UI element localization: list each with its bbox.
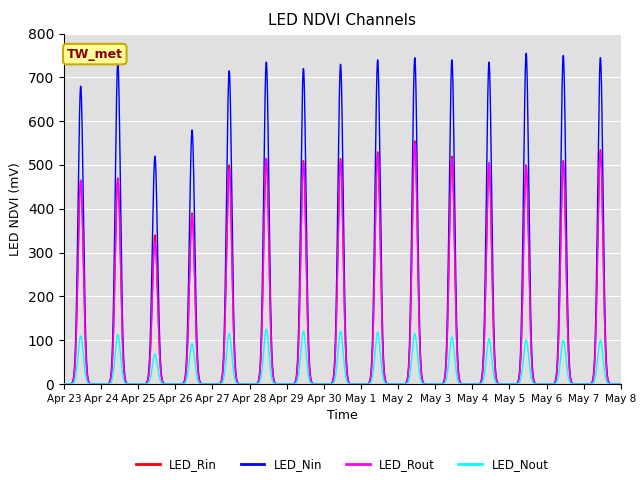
X-axis label: Time: Time	[327, 409, 358, 422]
Y-axis label: LED NDVI (mV): LED NDVI (mV)	[10, 162, 22, 256]
Legend: LED_Rin, LED_Nin, LED_Rout, LED_Nout: LED_Rin, LED_Nin, LED_Rout, LED_Nout	[132, 454, 553, 476]
Title: LED NDVI Channels: LED NDVI Channels	[268, 13, 417, 28]
Text: TW_met: TW_met	[67, 48, 123, 60]
